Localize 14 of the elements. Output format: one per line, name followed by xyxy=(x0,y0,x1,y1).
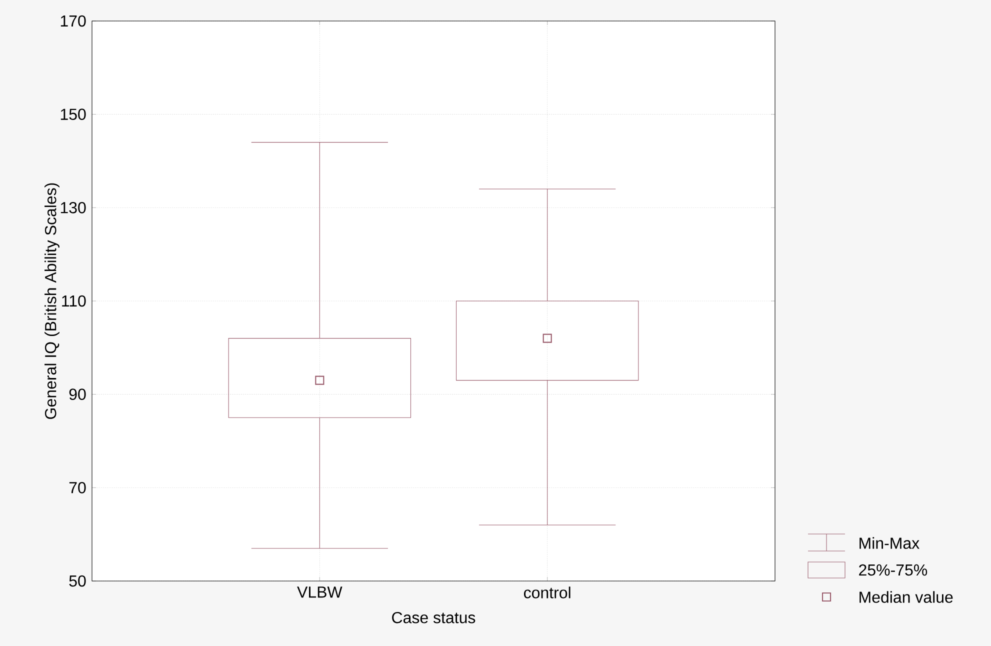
y-tick-label: 50 xyxy=(69,575,86,587)
y-axis-title: General IQ (British Ability Scales) xyxy=(44,183,60,419)
text: Median value xyxy=(860,591,953,603)
y-tick-label: 170 xyxy=(60,15,86,27)
y-tick-label: 70 xyxy=(69,482,86,494)
y-tick-label: 130 xyxy=(60,202,86,214)
y-tick-label: 110 xyxy=(62,295,86,307)
text: 25%-75% xyxy=(859,564,928,576)
x-axis-title: Case status xyxy=(392,612,476,624)
x-tick-label: control xyxy=(524,586,570,598)
text: Min-Max xyxy=(860,537,920,549)
x-tick-label: VLBW xyxy=(297,586,342,598)
y-tick-label: 90 xyxy=(69,388,86,400)
y-tick-label: 150 xyxy=(60,108,86,120)
